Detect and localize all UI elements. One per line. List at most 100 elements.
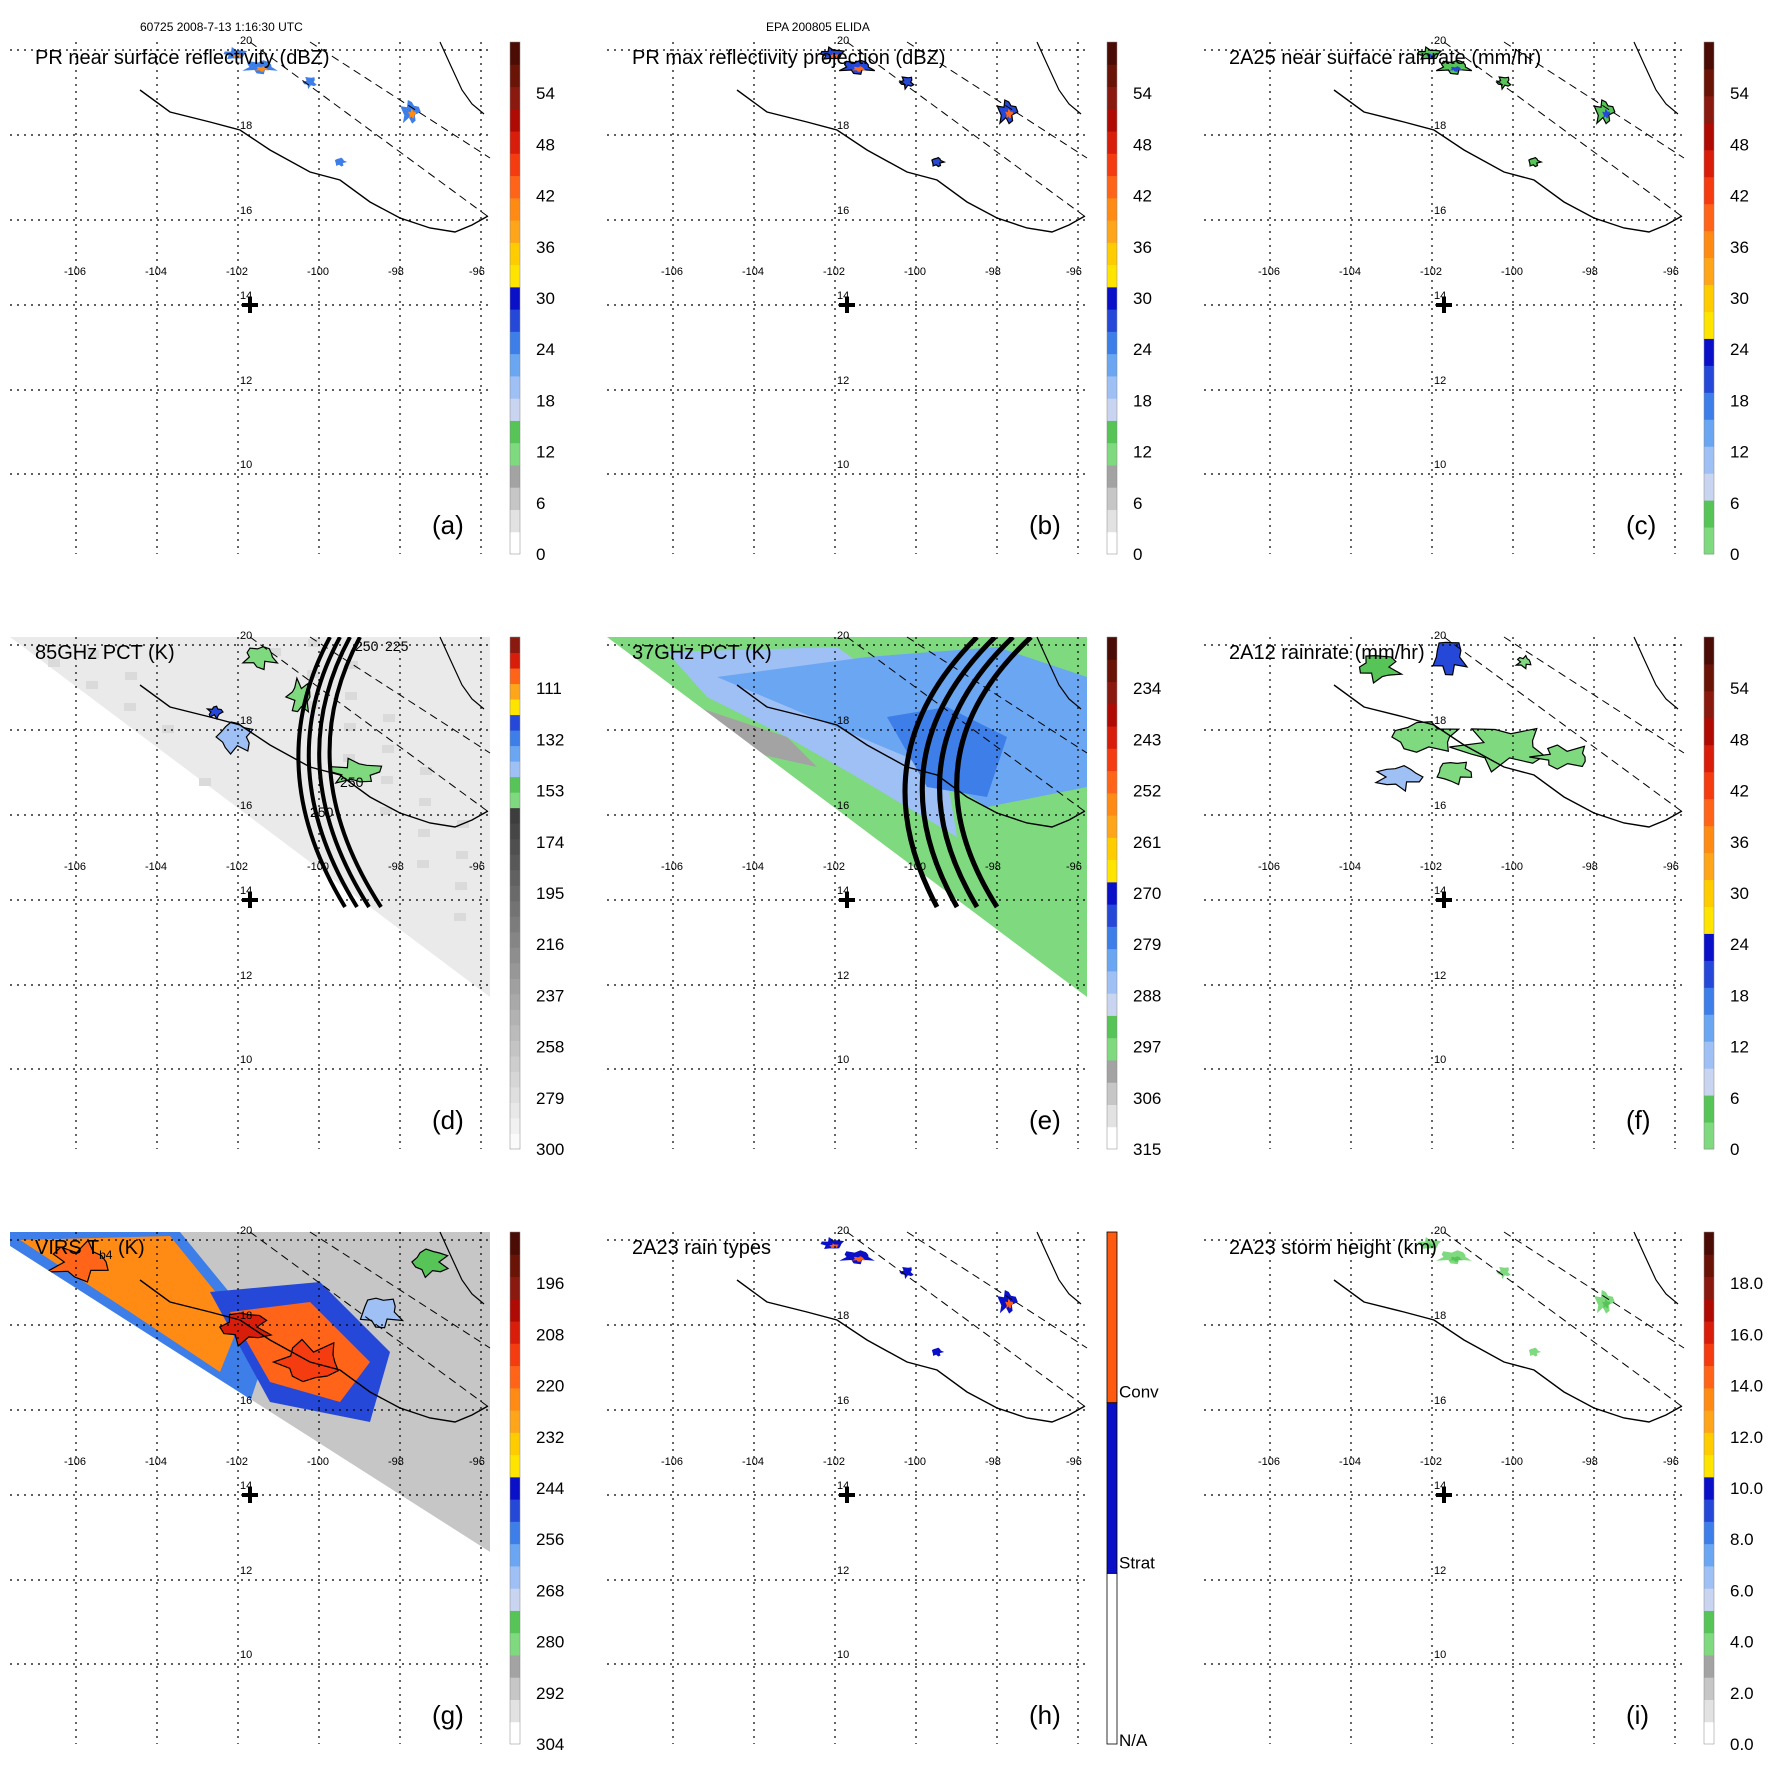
colorbar-segment: [1107, 509, 1117, 533]
colorbar-segment: [1107, 637, 1117, 660]
colorbar-segment: [510, 962, 520, 979]
lat-label: 10: [240, 459, 252, 471]
tmi-swath: [10, 637, 490, 997]
rain-cell: [1528, 156, 1544, 168]
cloud-core: [411, 1248, 450, 1279]
colorbar-segment: [1704, 527, 1714, 555]
colorbar-segment: [510, 807, 520, 824]
colorbar-frame: [1106, 636, 1118, 1150]
colorbar-segment: [510, 668, 520, 685]
colorbar-label: 261: [1133, 833, 1161, 852]
colorbar-segment: [1107, 353, 1117, 377]
colorbar-segment: [1107, 948, 1117, 972]
colorbar-segment: [510, 745, 520, 762]
colorbar-segment: [510, 1365, 520, 1389]
colorbar-segment: [510, 776, 520, 793]
colorbar-label: 304: [536, 1735, 564, 1754]
colorbar-label: 6: [1730, 494, 1739, 513]
colorbar-segment: [510, 1024, 520, 1041]
colorbar-segment: [1107, 815, 1117, 838]
panel-label: (b): [1029, 510, 1061, 540]
pr-swath-edge: [249, 41, 491, 219]
pr-swath-edge: [249, 636, 491, 814]
swath-edge-mask: [607, 673, 1087, 1149]
panel-label: (d): [432, 1105, 464, 1135]
lat-label: 12: [837, 375, 849, 387]
lon-label: -96: [1663, 1456, 1679, 1468]
lon-label: -102: [226, 266, 248, 278]
lon-label: -98: [1582, 1456, 1598, 1468]
pct-contour: [902, 637, 979, 909]
rain-cell: [302, 77, 317, 90]
rain-cell: [223, 47, 248, 59]
colorbar-label: 279: [1133, 935, 1161, 954]
panel-body: [607, 637, 1087, 1149]
colorbar-label: 48: [536, 135, 555, 154]
colorbar-segment: [1704, 1654, 1714, 1678]
colorbar-segment: [510, 1476, 520, 1500]
coastline: [1333, 89, 1683, 233]
lon-label: -96: [469, 266, 485, 278]
colorbar-segment: [1704, 1476, 1714, 1500]
colorbar-label: 196: [536, 1274, 564, 1293]
panel-label: (c): [1626, 510, 1656, 540]
colorbar-label: 315: [1133, 1140, 1161, 1159]
colorbar-segment: [1107, 131, 1117, 154]
colorbar-label: 48: [1133, 135, 1152, 154]
colorbar-segment: [1107, 487, 1117, 510]
colorbar: 300 279 258 237 216 195 174 153 132 111: [509, 636, 564, 1159]
lon-label: -100: [307, 861, 329, 873]
colorbar-segment: [510, 64, 520, 88]
colorbar-segment: [510, 42, 520, 65]
tmi-texture: [456, 851, 468, 859]
tmi-texture: [199, 778, 211, 786]
colorbar-segment: [510, 683, 520, 700]
colorbar-segment: [510, 1254, 520, 1278]
colorbar-segment: [510, 1117, 520, 1134]
colorbar-segment: [1107, 531, 1117, 555]
pr-swath-edge: [309, 636, 491, 754]
colorbar-label: 292: [536, 1684, 564, 1703]
colorbar-segment: [1107, 86, 1117, 110]
colorbar-segment: [510, 916, 520, 933]
lat-label: 10: [837, 1054, 849, 1066]
colorbar-segment: [1704, 1321, 1714, 1344]
lat-label: 18: [837, 1310, 849, 1322]
pr-swath-edge: [1443, 636, 1685, 814]
lon-label: -104: [1339, 861, 1361, 873]
colorbar-segment: [510, 823, 520, 840]
rain-cell: [820, 1237, 845, 1249]
colorbar-label: 12: [1730, 443, 1749, 462]
storm-name-label: EPA 200805 ELIDA: [766, 20, 870, 34]
colorbar-label: 30: [1730, 884, 1749, 903]
colorbar-segment: [1107, 375, 1117, 399]
lon-label: -106: [661, 266, 683, 278]
colorbar-segment: [510, 1454, 520, 1478]
plus-marker: [1436, 1487, 1452, 1503]
lon-label: -102: [823, 266, 845, 278]
colorbar-segment: [1704, 1699, 1714, 1723]
panel-body: [1417, 1237, 1615, 1357]
colorbar-label: 0: [1133, 545, 1142, 564]
colorbar-label: 54: [1133, 84, 1152, 103]
cloud-core: [359, 1297, 405, 1329]
colorbar-segment: [510, 1499, 520, 1522]
lon-label: -104: [145, 266, 167, 278]
pct-contour: [327, 637, 383, 909]
cloud-core: [271, 1338, 339, 1383]
colorbar: 0 6 12 18 24 30 36 42 48 54: [1106, 41, 1152, 564]
colorbar-segment: [1107, 993, 1117, 1016]
colorbar-segment: [1107, 770, 1117, 794]
colorbar: 0.0 2.0 4.0 6.0 8.0 10.0 12.0 14.0 16.0 18.0: [1703, 1231, 1763, 1754]
contour-label: 225: [385, 638, 409, 654]
colorbar-frame: [1703, 41, 1715, 555]
lat-label: 20: [1434, 1225, 1446, 1237]
colorbar-segment: [510, 1071, 520, 1088]
colorbar-label: 18: [1730, 391, 1749, 410]
colorbar: 304 292 280 268 256 244 232 220 208 196: [509, 1231, 564, 1754]
colorbar-segment: [1107, 197, 1117, 221]
coastline: [439, 1231, 485, 1305]
colorbar-segment: [1107, 926, 1117, 950]
